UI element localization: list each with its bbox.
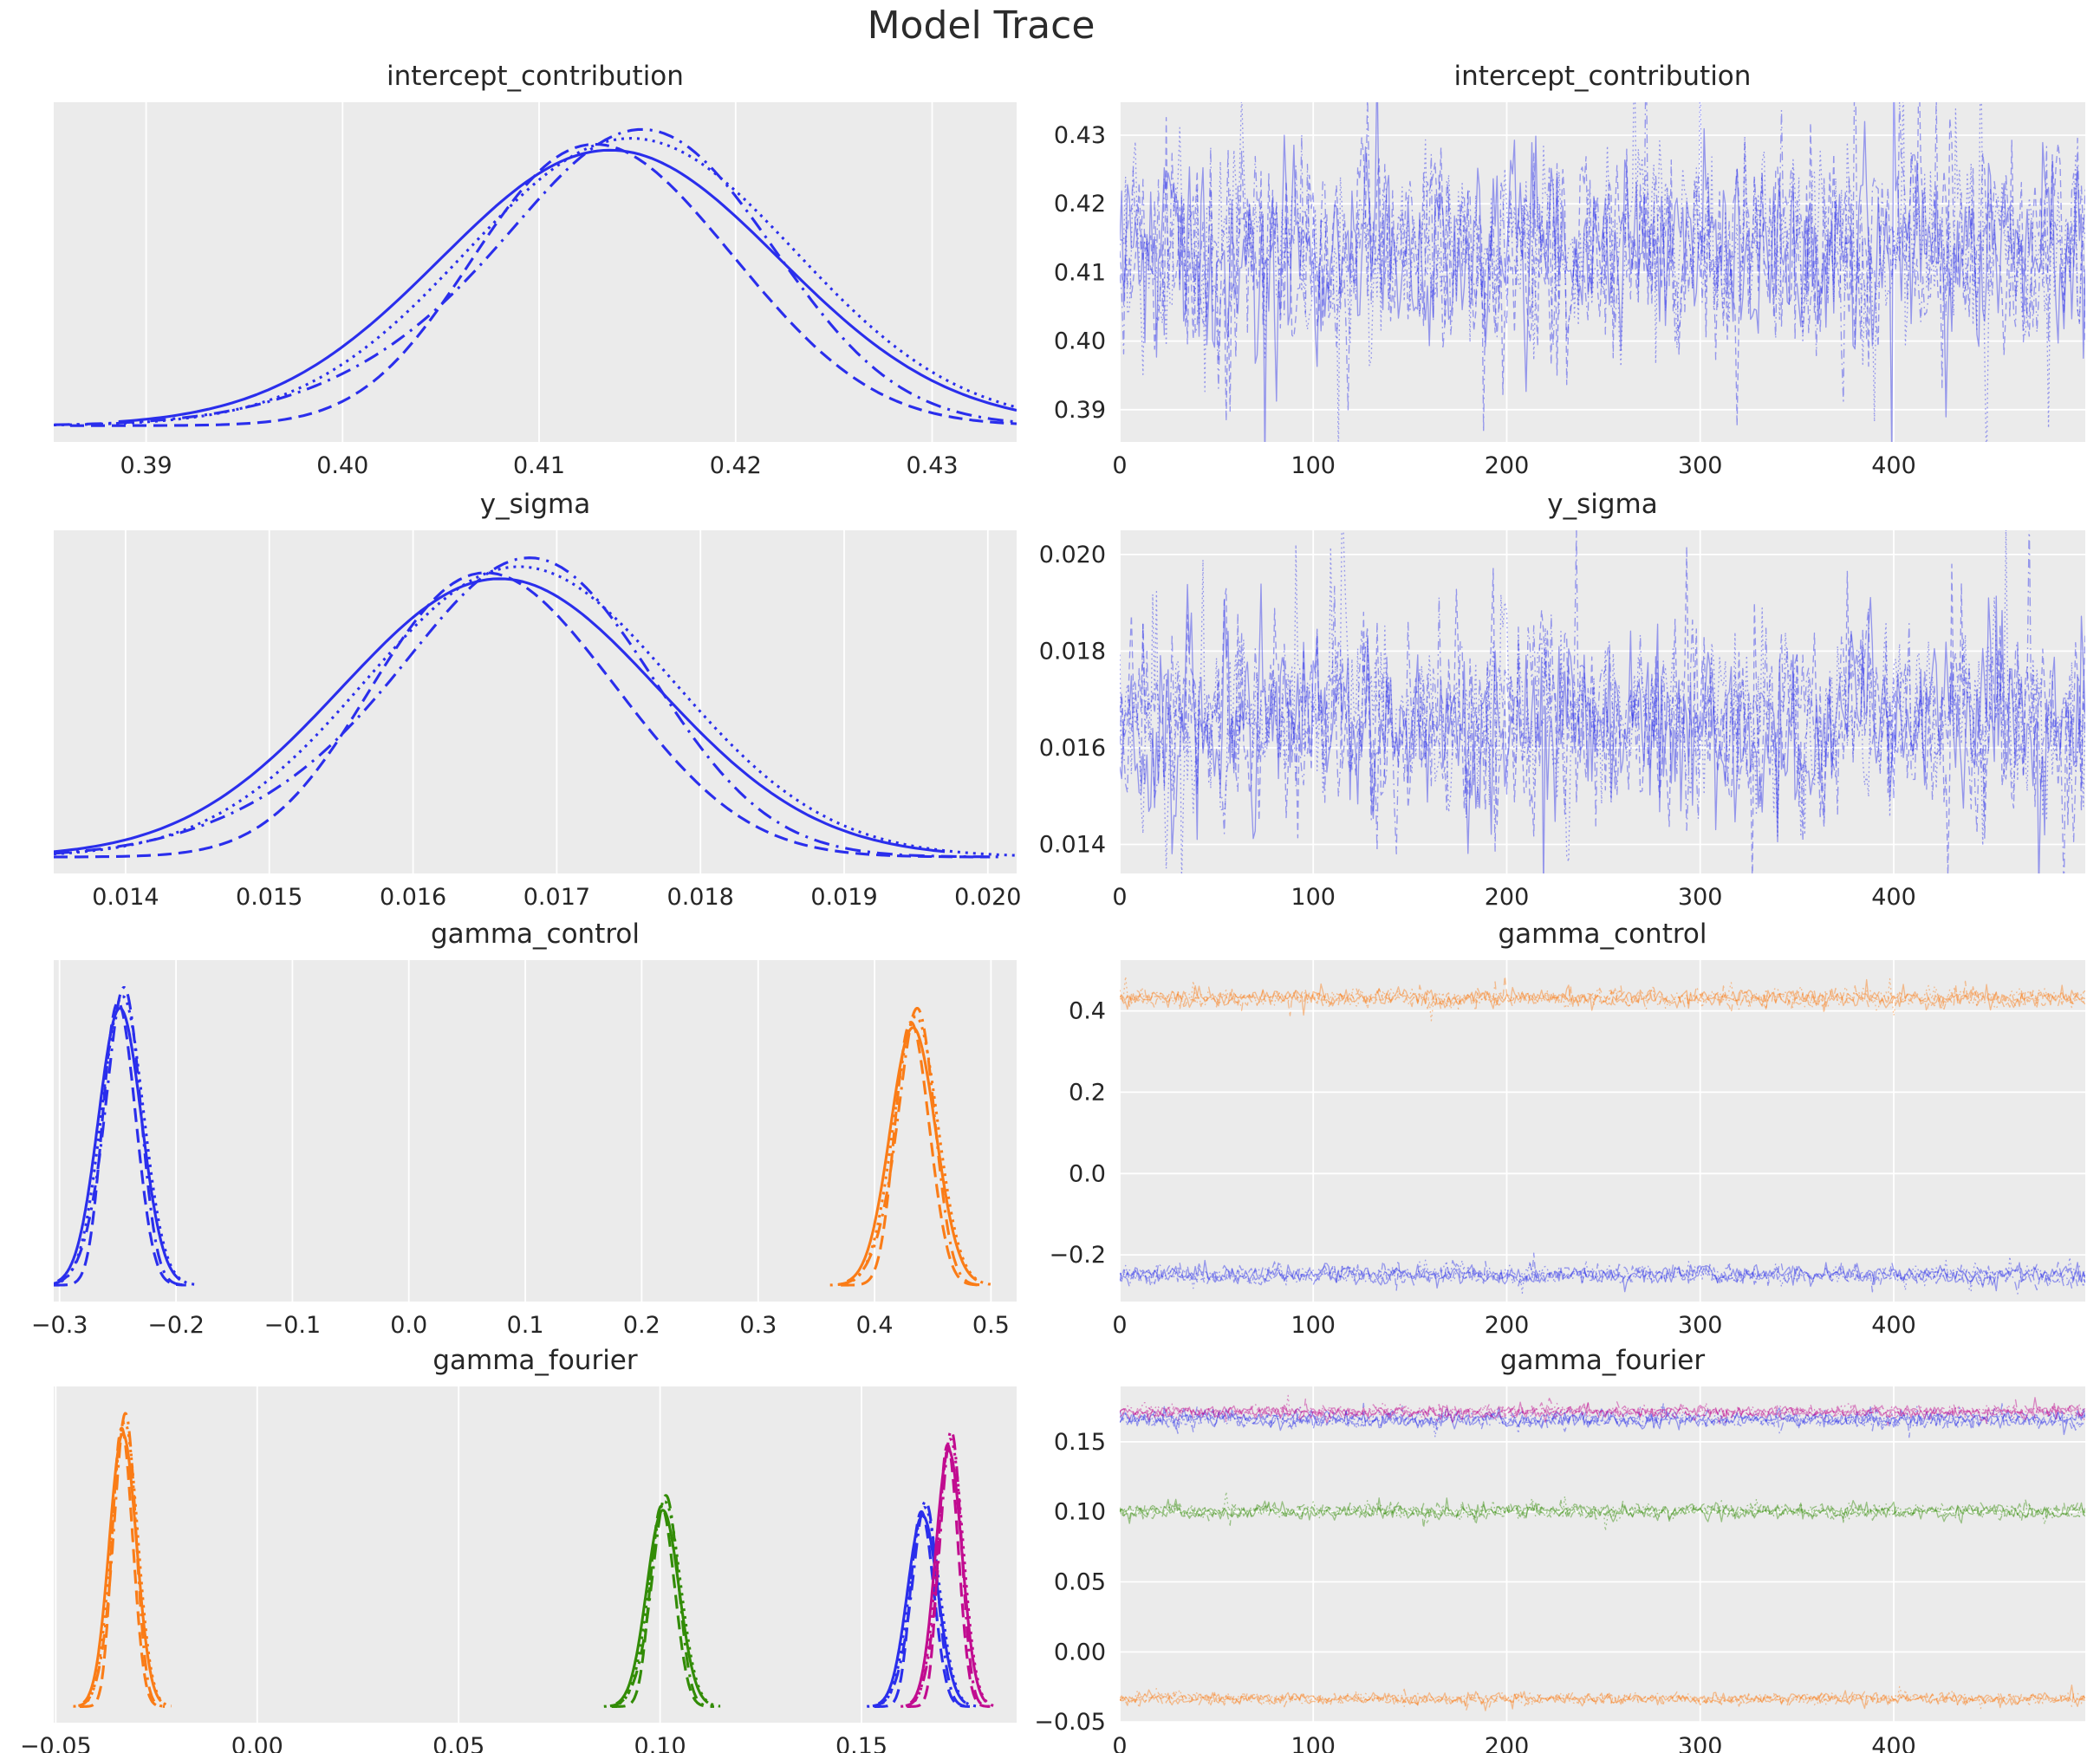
svg-text:0: 0 [1112, 452, 1127, 479]
svg-text:0.5: 0.5 [972, 1312, 1010, 1339]
svg-text:400: 400 [1871, 1733, 1916, 1753]
svg-text:100: 100 [1291, 1733, 1336, 1753]
svg-text:100: 100 [1291, 884, 1336, 911]
trace-title-y-sigma: y_sigma [1547, 489, 1658, 520]
svg-text:300: 300 [1678, 1312, 1723, 1339]
svg-text:0.43: 0.43 [906, 452, 958, 479]
trace-title-gamma-control: gamma_control [1498, 919, 1707, 950]
svg-text:0: 0 [1112, 1733, 1127, 1753]
svg-text:0.40: 0.40 [1054, 328, 1106, 355]
svg-text:0.42: 0.42 [1054, 191, 1106, 218]
svg-text:0.15: 0.15 [835, 1733, 887, 1753]
svg-text:−0.2: −0.2 [1049, 1242, 1106, 1269]
svg-text:0.019: 0.019 [810, 884, 877, 911]
trace-title-intercept-contribution: intercept_contribution [1453, 61, 1752, 92]
svg-text:0.41: 0.41 [1054, 259, 1106, 286]
svg-text:0.05: 0.05 [1054, 1569, 1106, 1596]
svg-text:300: 300 [1678, 884, 1723, 911]
svg-text:−0.05: −0.05 [20, 1733, 92, 1753]
y-sigma-kde-plot: 0.014 0.015 0.016 0.017 0.018 0.019 0.020 [54, 530, 1021, 911]
svg-text:−0.2: −0.2 [147, 1312, 205, 1339]
svg-text:200: 200 [1485, 1733, 1530, 1753]
svg-text:0.00: 0.00 [1054, 1639, 1106, 1665]
trace-title-gamma-fourier: gamma_fourier [1499, 1345, 1706, 1376]
svg-text:400: 400 [1871, 1312, 1916, 1339]
svg-text:0.40: 0.40 [316, 452, 368, 479]
svg-text:0.41: 0.41 [513, 452, 565, 479]
svg-text:0.42: 0.42 [710, 452, 762, 479]
svg-text:0.4: 0.4 [1069, 998, 1106, 1025]
svg-text:0.05: 0.05 [432, 1733, 484, 1753]
svg-text:0.0: 0.0 [390, 1312, 427, 1339]
svg-text:0: 0 [1112, 884, 1127, 911]
svg-text:0: 0 [1112, 1312, 1127, 1339]
svg-text:0.0: 0.0 [1069, 1160, 1106, 1187]
svg-text:0.020: 0.020 [1039, 542, 1106, 568]
svg-text:300: 300 [1678, 1733, 1723, 1753]
intercept-contribution-kde-plot: 0.39 0.40 0.41 0.42 0.43 [54, 102, 1017, 479]
svg-text:0.017: 0.017 [523, 884, 590, 911]
svg-text:400: 400 [1871, 884, 1916, 911]
svg-text:0.014: 0.014 [1039, 832, 1106, 859]
svg-text:0.015: 0.015 [236, 884, 302, 911]
svg-text:0.43: 0.43 [1054, 122, 1106, 149]
svg-text:400: 400 [1871, 452, 1916, 479]
svg-text:0.10: 0.10 [1054, 1499, 1106, 1526]
svg-text:300: 300 [1678, 452, 1723, 479]
svg-text:−0.3: −0.3 [31, 1312, 88, 1339]
svg-text:0.016: 0.016 [1039, 735, 1106, 762]
gamma-fourier-kde-plot: −0.05 0.00 0.05 0.10 0.15 [20, 1386, 1017, 1753]
svg-text:−0.1: −0.1 [264, 1312, 322, 1339]
kde-title-intercept-contribution: intercept_contribution [387, 61, 684, 92]
svg-text:0.018: 0.018 [1039, 638, 1106, 665]
kde-title-gamma-fourier: gamma_fourier [432, 1345, 638, 1376]
svg-text:0.39: 0.39 [1054, 397, 1106, 424]
gamma-control-trace-plot: 0 100 200 300 400 0.4 0.2 0.0 −0.2 [1049, 960, 2085, 1339]
gamma-control-kde-plot: −0.3 −0.2 −0.1 0.0 0.1 0.2 0.3 0.4 0.5 [31, 960, 1017, 1339]
svg-text:0.016: 0.016 [380, 884, 446, 911]
svg-text:0.00: 0.00 [231, 1733, 283, 1753]
svg-text:0.15: 0.15 [1054, 1429, 1106, 1456]
intercept-contribution-trace-plot: 0 100 200 300 400 0.39 0.40 0.41 0.42 0.43 [1054, 102, 2085, 479]
svg-text:200: 200 [1485, 1312, 1530, 1339]
svg-text:−0.05: −0.05 [1034, 1709, 1106, 1736]
svg-text:0.10: 0.10 [634, 1733, 686, 1753]
svg-text:0.3: 0.3 [739, 1312, 777, 1339]
kde-title-gamma-control: gamma_control [430, 919, 640, 950]
svg-text:0.020: 0.020 [954, 884, 1021, 911]
kde-title-y-sigma: y_sigma [479, 489, 591, 520]
svg-text:0.014: 0.014 [92, 884, 159, 911]
svg-text:0.018: 0.018 [667, 884, 734, 911]
svg-text:0.2: 0.2 [623, 1312, 660, 1339]
gamma-fourier-trace-plot: 0 100 200 300 400 0.15 0.10 0.05 0.00 −0.05 [1034, 1386, 2085, 1753]
svg-text:0.2: 0.2 [1069, 1079, 1106, 1106]
svg-text:100: 100 [1291, 452, 1336, 479]
y-sigma-trace-plot: 0 100 200 300 400 0.014 0.016 0.018 0.020 [1039, 530, 2085, 911]
svg-text:0.39: 0.39 [120, 452, 172, 479]
svg-text:200: 200 [1485, 452, 1530, 479]
svg-text:0.4: 0.4 [856, 1312, 894, 1339]
svg-text:0.1: 0.1 [507, 1312, 544, 1339]
svg-text:100: 100 [1291, 1312, 1336, 1339]
figure-title: Model Trace [867, 3, 1096, 48]
svg-text:200: 200 [1485, 884, 1530, 911]
